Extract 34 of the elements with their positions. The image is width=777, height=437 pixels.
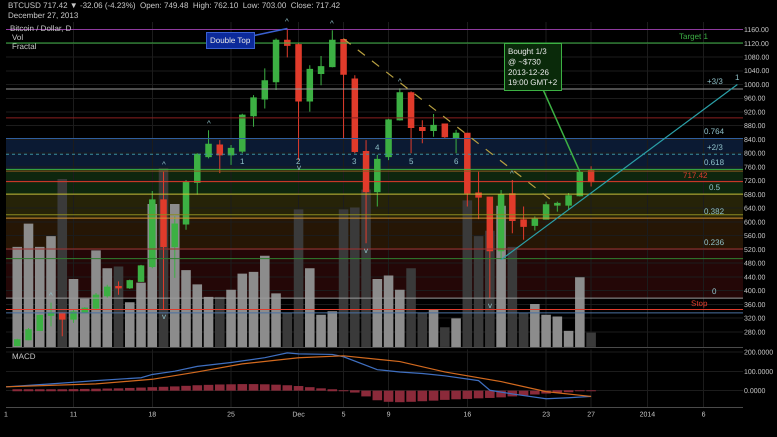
annotation: 1 bbox=[240, 157, 245, 166]
annotation: 3 bbox=[352, 157, 357, 166]
annotation: 0.764 bbox=[704, 127, 725, 136]
annotation: ^ bbox=[162, 160, 166, 169]
annotation: 0.618 bbox=[704, 158, 725, 167]
annotation: +2/3 bbox=[707, 143, 724, 152]
annotation: ^ bbox=[330, 19, 334, 28]
annotation: +3/3 bbox=[707, 77, 724, 86]
annotation: 0.382 bbox=[704, 207, 725, 216]
annotation: 0.5 bbox=[709, 183, 721, 192]
ref-line-label: Stop bbox=[691, 299, 708, 308]
annotation: ^ bbox=[510, 169, 514, 178]
annotation: 0.236 bbox=[704, 238, 725, 247]
annotation: 4 bbox=[375, 143, 380, 152]
ref-line-label: Target 1 bbox=[679, 32, 708, 41]
annotation: MACD bbox=[12, 352, 36, 361]
annotation: 5 bbox=[409, 157, 414, 166]
annotation: ^ bbox=[207, 119, 211, 128]
annotation: 1 bbox=[735, 73, 740, 82]
annotation: v bbox=[162, 312, 166, 321]
annotation: 6 bbox=[454, 157, 459, 166]
annotation: Vol bbox=[12, 33, 24, 42]
annotation: 2 bbox=[296, 157, 301, 166]
annotation: Fractal bbox=[12, 42, 37, 51]
annotation: v bbox=[488, 301, 492, 310]
text: BTCUSD 717.42 ▼ -32.06 (-4.23%) Open: 749.48 High: 762.10 Low: 703.00 Close: 717.42 bbox=[8, 1, 341, 10]
annotation: Bought 1/3 @ ~$730 2013-12-26 19:00 GMT+2 bbox=[508, 47, 558, 88]
ref-line-label: 717.42 bbox=[683, 171, 708, 180]
annotation: Double Top bbox=[210, 36, 251, 45]
annotation: ^ bbox=[398, 77, 402, 86]
annotation: ^ bbox=[285, 17, 289, 26]
annotation: 0 bbox=[712, 287, 717, 296]
annotation: ^ bbox=[49, 291, 53, 300]
text: December 27, 2013 bbox=[8, 11, 79, 20]
